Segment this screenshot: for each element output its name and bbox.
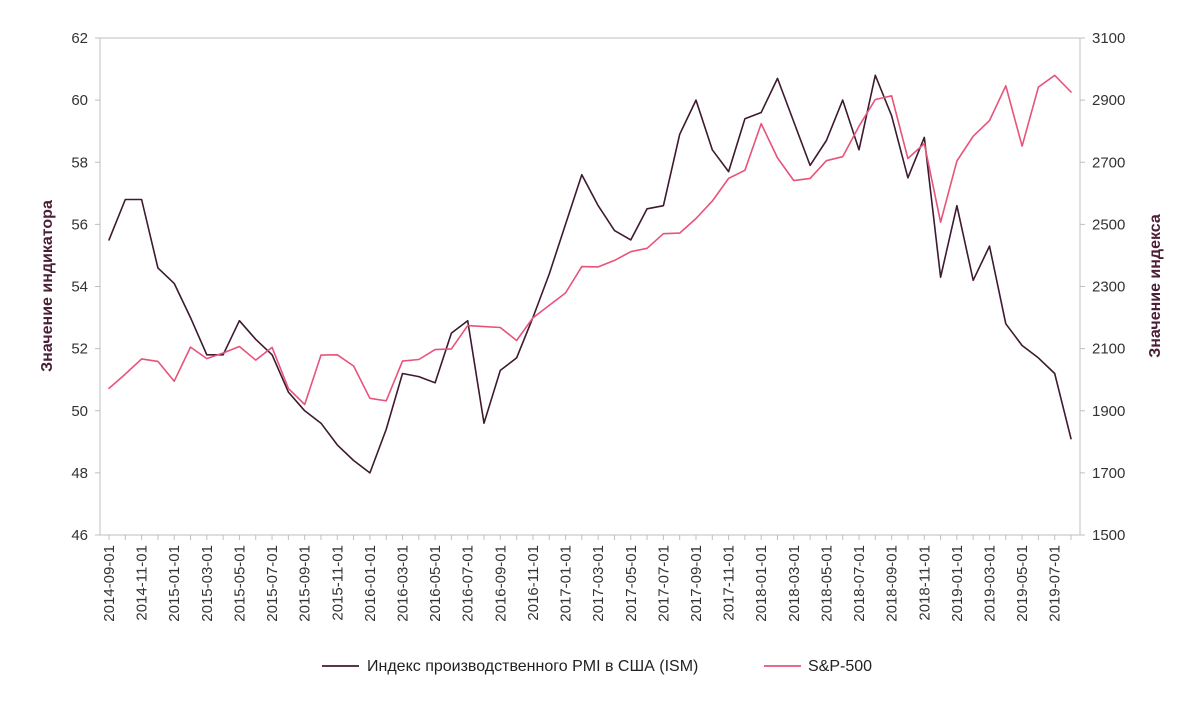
y-right-tick-label: 1500 xyxy=(1092,527,1125,544)
x-tick-label: 2018-05-01 xyxy=(818,545,835,622)
series-lines xyxy=(108,74,1072,474)
x-tick-label: 2019-01-01 xyxy=(949,545,966,622)
y-left-tick-label: 54 xyxy=(71,279,88,296)
x-tick-label: 2016-03-01 xyxy=(394,545,411,622)
x-tick-label: 2015-05-01 xyxy=(231,545,248,622)
y-right-tick-label: 2900 xyxy=(1092,92,1125,109)
x-tick-label: 2019-03-01 xyxy=(981,545,998,622)
plot-area-frame xyxy=(99,37,1081,536)
x-tick-label: 2017-01-01 xyxy=(558,545,575,622)
legend-label-pmi: Индекс производственного PMI в США (ISM) xyxy=(367,658,698,675)
y-left-ticks: 46 48 50 52 54 56 58 60 62 xyxy=(71,30,100,544)
y-left-tick-label: 62 xyxy=(71,30,88,47)
legend-label-sp500: S&P-500 xyxy=(808,658,872,675)
x-tick-label: 2017-07-01 xyxy=(655,545,672,622)
y-left-tick-label: 52 xyxy=(71,341,88,358)
x-tick-label: 2017-05-01 xyxy=(623,545,640,622)
x-tick-label: 2016-07-01 xyxy=(460,545,477,622)
y-left-tick-label: 60 xyxy=(71,92,88,109)
y-right-tick-label: 1900 xyxy=(1092,403,1125,420)
x-tick-label: 2015-01-01 xyxy=(166,545,183,622)
x-tick-label: 2016-01-01 xyxy=(362,545,379,622)
x-tick-label: 2015-11-01 xyxy=(329,545,346,621)
y-right-tick-label: 2500 xyxy=(1092,216,1125,233)
x-tick-label: 2015-03-01 xyxy=(199,545,216,622)
x-tick-label: 2015-07-01 xyxy=(264,545,281,622)
y-right-axis-title: Значение индекса xyxy=(1147,214,1164,358)
y-left-tick-label: 56 xyxy=(71,216,88,233)
x-tick-label: 2017-03-01 xyxy=(590,545,607,622)
y-left-tick-label: 58 xyxy=(71,154,88,171)
y-left-tick-label: 46 xyxy=(71,527,88,544)
x-tick-label: 2017-11-01 xyxy=(721,545,738,621)
sp500-series-line xyxy=(108,74,1072,406)
x-tick-label: 2017-09-01 xyxy=(688,545,705,622)
x-tick-label: 2016-11-01 xyxy=(525,545,542,621)
x-tick-label: 2019-05-01 xyxy=(1014,545,1031,622)
x-tick-label: 2014-09-01 xyxy=(101,545,118,622)
x-tick-label: 2016-05-01 xyxy=(427,545,444,622)
y-right-tick-label: 3100 xyxy=(1092,30,1125,47)
y-left-axis-title: Значение индикатора xyxy=(39,200,56,372)
y-right-tick-label: 2700 xyxy=(1092,154,1125,171)
y-left-tick-label: 48 xyxy=(71,465,88,482)
x-tick-label: 2016-09-01 xyxy=(492,545,509,622)
y-left-tick-label: 50 xyxy=(71,403,88,420)
x-tick-label: 2018-09-01 xyxy=(884,545,901,622)
pmi-series-line xyxy=(108,74,1072,474)
x-tick-label: 2018-07-01 xyxy=(851,545,868,622)
plot-frame xyxy=(99,37,1081,536)
y-right-tick-label: 2300 xyxy=(1092,279,1125,296)
y-right-tick-label: 2100 xyxy=(1092,341,1125,358)
x-tick-label: 2018-03-01 xyxy=(786,545,803,622)
x-tick-label: 2014-11-01 xyxy=(134,545,151,621)
x-ticks: 2014-09-01 2014-11-01 2015-01-01 2015-03-01… xyxy=(101,535,1072,622)
x-tick-label: 2018-11-01 xyxy=(916,545,933,621)
x-tick-label: 2019-07-01 xyxy=(1047,545,1064,622)
y-right-ticks: 1500 1700 1900 2100 2300 2500 2700 2900 3100 xyxy=(1080,30,1125,544)
x-tick-label: 2015-09-01 xyxy=(297,545,314,622)
y-right-tick-label: 1700 xyxy=(1092,465,1125,482)
x-tick-label: 2018-01-01 xyxy=(753,545,770,622)
legend: Индекс производственного PMI в США (ISM)… xyxy=(322,658,872,675)
